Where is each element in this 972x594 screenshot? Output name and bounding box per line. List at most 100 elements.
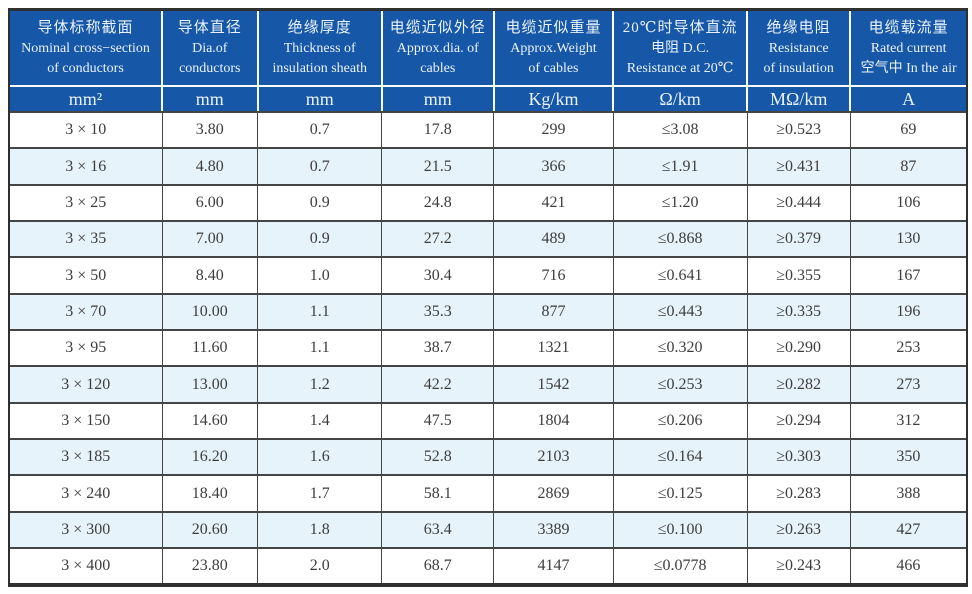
table-cell: ≥0.263 bbox=[746, 510, 851, 550]
table-cell: 3 × 70 bbox=[10, 292, 163, 332]
table-cell: 3 × 120 bbox=[10, 365, 163, 404]
table-cell: 299 bbox=[493, 110, 614, 150]
header-line-en2: conductors bbox=[179, 60, 241, 76]
table-cell: ≥0.335 bbox=[746, 292, 851, 332]
header-line-zh: 20℃时导体直流 bbox=[622, 19, 738, 36]
table-cell: 52.8 bbox=[381, 438, 495, 477]
table-cell: 350 bbox=[849, 438, 966, 477]
table-cell: 42.2 bbox=[381, 365, 495, 404]
table-cell: 3 × 95 bbox=[10, 329, 163, 368]
table-cell: 58.1 bbox=[381, 474, 495, 513]
table-cell: 253 bbox=[849, 329, 966, 368]
header-line-en2: 空气中 In the air bbox=[860, 60, 957, 76]
table-row: 3 × 35 7.00 0.9 27.2 489 ≤0.868 ≥0.379 130 bbox=[10, 220, 966, 259]
header-cell-5: 电缆近似重量 Approx.Weight of cables bbox=[492, 11, 615, 87]
unit-cell-5: Kg/km bbox=[492, 85, 615, 113]
header-cell-3: 绝缘厚度 Thickness of insulation sheath bbox=[256, 11, 383, 87]
unit-cell-7: MΩ/km bbox=[746, 85, 852, 113]
table-cell: 130 bbox=[849, 220, 966, 259]
table-cell: 3 × 300 bbox=[10, 510, 163, 550]
table-row: 3 × 400 23.80 2.0 68.7 4147 ≤0.0778 ≥0.243 466 bbox=[10, 547, 966, 583]
table-row: 3 × 25 6.00 0.9 24.8 421 ≤1.20 ≥0.444 106 bbox=[10, 183, 966, 223]
table-cell: ≥0.444 bbox=[746, 183, 851, 223]
header-line-en1: Rated current bbox=[870, 40, 947, 56]
table-header: 导体标称截面 Nominal cross−section of conductors… bbox=[10, 11, 966, 113]
table-cell: 1321 bbox=[493, 329, 614, 368]
table-row: 3 × 70 10.00 1.1 35.3 877 ≤0.443 ≥0.335 196 bbox=[10, 292, 966, 332]
table-cell: 2103 bbox=[493, 438, 614, 477]
table-cell: 3 × 185 bbox=[10, 438, 163, 477]
header-cell-8: 电缆载流量 Rated current 空气中 In the air bbox=[849, 11, 966, 87]
header-line-zh: 电缆近似外径 bbox=[389, 19, 486, 36]
unit-cell-3: mm bbox=[256, 85, 383, 113]
table-cell: 21.5 bbox=[381, 147, 495, 186]
table-cell: ≤0.206 bbox=[612, 401, 748, 441]
header-line-en2: of insulation bbox=[763, 60, 834, 76]
table-cell: 716 bbox=[493, 256, 614, 295]
header-line-en1: Resistance bbox=[768, 40, 829, 56]
table-row: 3 × 150 14.60 1.4 47.5 1804 ≤0.206 ≥0.294 312 bbox=[10, 401, 966, 441]
table-row: 3 × 10 3.80 0.7 17.8 299 ≤3.08 ≥0.523 69 bbox=[10, 110, 966, 150]
table-cell: 489 bbox=[493, 220, 614, 259]
table-cell: 427 bbox=[849, 510, 966, 550]
table-cell: 4147 bbox=[493, 547, 614, 583]
table-row: 3 × 50 8.40 1.0 30.4 716 ≤0.641 ≥0.355 167 bbox=[10, 256, 966, 295]
table-cell: 14.60 bbox=[161, 401, 259, 441]
header-cell-6: 20℃时导体直流 电阻 D.C. Resistance at 20℃ bbox=[612, 11, 749, 87]
table-row: 3 × 120 13.00 1.2 42.2 1542 ≤0.253 ≥0.282 273 bbox=[10, 365, 966, 404]
header-line-en1: Nominal cross−section bbox=[21, 40, 150, 56]
header-cell-4: 电缆近似外径 Approx.dia. of cables bbox=[380, 11, 495, 87]
table-cell: ≥0.290 bbox=[746, 329, 851, 368]
table-cell: 68.7 bbox=[381, 547, 495, 583]
table-cell: 3 × 150 bbox=[10, 401, 163, 441]
table-cell: 3 × 50 bbox=[10, 256, 163, 295]
header-line-en2: of conductors bbox=[47, 60, 124, 76]
table-cell: 30.4 bbox=[381, 256, 495, 295]
table-cell: 3 × 16 bbox=[10, 147, 163, 186]
header-unit-row: mm² mm mm mm Kg/km Ω/km MΩ/km A bbox=[10, 85, 966, 113]
table-cell: 27.2 bbox=[381, 220, 495, 259]
table-cell: 20.60 bbox=[161, 510, 259, 550]
table-cell: 0.9 bbox=[257, 220, 383, 259]
table-cell: 3.80 bbox=[161, 110, 259, 150]
table-cell: 3 × 25 bbox=[10, 183, 163, 223]
header-line-zh: 导体标称截面 bbox=[37, 19, 134, 36]
table-cell: 63.4 bbox=[381, 510, 495, 550]
table-cell: 312 bbox=[849, 401, 966, 441]
table-cell: 16.20 bbox=[161, 438, 259, 477]
table-cell: ≥0.431 bbox=[746, 147, 851, 186]
table-row: 3 × 300 20.60 1.8 63.4 3389 ≤0.100 ≥0.263 427 bbox=[10, 510, 966, 550]
table-cell: ≥0.243 bbox=[746, 547, 851, 583]
table-cell: ≤0.253 bbox=[612, 365, 748, 404]
table-cell: 877 bbox=[493, 292, 614, 332]
table-row: 3 × 16 4.80 0.7 21.5 366 ≤1.91 ≥0.431 87 bbox=[10, 147, 966, 186]
table-cell: 1.1 bbox=[257, 292, 383, 332]
table-row: 3 × 240 18.40 1.7 58.1 2869 ≤0.125 ≥0.283 388 bbox=[10, 474, 966, 513]
header-cell-1: 导体标称截面 Nominal cross−section of conductors bbox=[10, 11, 163, 87]
unit-cell-1: mm² bbox=[10, 85, 163, 113]
table-cell: ≥0.379 bbox=[746, 220, 851, 259]
table-cell: 2869 bbox=[493, 474, 614, 513]
cable-spec-table-frame: 导体标称截面 Nominal cross−section of conductors… bbox=[8, 8, 968, 587]
table-cell: 69 bbox=[849, 110, 966, 150]
table-cell: 18.40 bbox=[161, 474, 259, 513]
table-cell: ≤1.91 bbox=[612, 147, 748, 186]
header-line-en1: Approx.Weight bbox=[510, 40, 597, 56]
table-cell: ≥0.283 bbox=[746, 474, 851, 513]
table-row: 3 × 95 11.60 1.1 38.7 1321 ≤0.320 ≥0.290 253 bbox=[10, 329, 966, 368]
table-cell: ≤1.20 bbox=[612, 183, 748, 223]
table-cell: 24.8 bbox=[381, 183, 495, 223]
unit-cell-8: A bbox=[849, 85, 966, 113]
table-cell: 17.8 bbox=[381, 110, 495, 150]
table-cell: 0.7 bbox=[257, 110, 383, 150]
table-cell: 421 bbox=[493, 183, 614, 223]
table-cell: ≤0.641 bbox=[612, 256, 748, 295]
table-cell: ≤3.08 bbox=[612, 110, 748, 150]
table-cell: ≥0.294 bbox=[746, 401, 851, 441]
table-cell: 1.7 bbox=[257, 474, 383, 513]
table-cell: ≤0.443 bbox=[612, 292, 748, 332]
table-cell: ≤0.868 bbox=[612, 220, 748, 259]
header-line-en1: Dia.of bbox=[192, 40, 228, 56]
table-row: 3 × 185 16.20 1.6 52.8 2103 ≤0.164 ≥0.303 350 bbox=[10, 438, 966, 477]
table-cell: 6.00 bbox=[161, 183, 259, 223]
